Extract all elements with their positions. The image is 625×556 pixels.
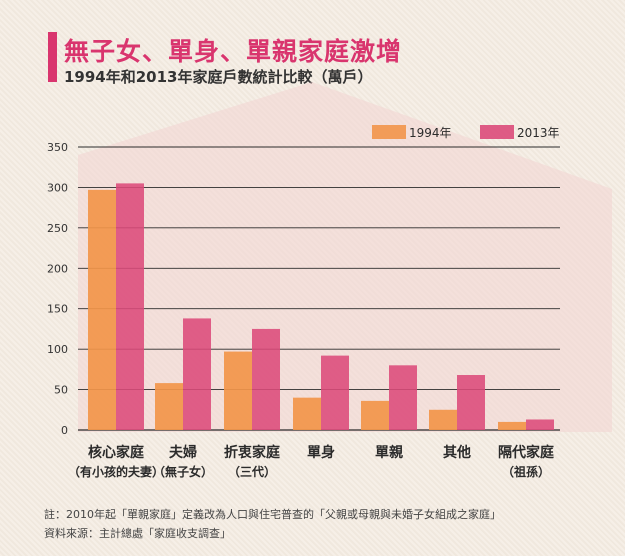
legend-swatch-1994 bbox=[372, 125, 406, 139]
y-tick-label: 0 bbox=[61, 424, 68, 437]
x-category-label: 核心家庭 bbox=[88, 444, 145, 461]
bar-1994-2 bbox=[224, 351, 252, 430]
legend-label-2013: 2013年 bbox=[517, 126, 560, 140]
y-tick-label: 150 bbox=[47, 303, 68, 316]
legend-swatch-2013 bbox=[480, 125, 514, 139]
bar-1994-3 bbox=[293, 397, 321, 430]
title-accent-bar bbox=[48, 32, 57, 82]
y-tick-label: 200 bbox=[47, 262, 68, 275]
data-source: 資料來源：主計總處「家庭收支調查」 bbox=[44, 527, 231, 540]
y-tick-label: 350 bbox=[47, 141, 68, 154]
bar-2013-1 bbox=[183, 318, 211, 430]
bar-1994-5 bbox=[429, 409, 457, 430]
chart-title: 無子女、單身、單親家庭激增 bbox=[64, 37, 403, 66]
x-category-label: 折衷家庭 bbox=[224, 444, 281, 461]
y-tick-label: 50 bbox=[54, 384, 68, 397]
x-category-label: 隔代家庭 bbox=[498, 444, 555, 461]
bar-1994-6 bbox=[498, 421, 526, 430]
bar-1994-4 bbox=[361, 400, 389, 430]
y-tick-label: 300 bbox=[47, 181, 68, 194]
y-tick-label: 100 bbox=[47, 343, 68, 356]
x-category-sublabel: （祖孫） bbox=[502, 464, 550, 479]
x-category-label: 單親 bbox=[375, 444, 403, 461]
x-category-sublabel: （三代） bbox=[228, 464, 276, 479]
bar-2013-3 bbox=[321, 355, 349, 430]
x-category-sublabel: （無子女） bbox=[153, 464, 213, 479]
chart-subtitle: 1994年和2013年家庭戶數統計比較（萬戶） bbox=[64, 68, 373, 86]
bar-2013-0 bbox=[116, 183, 144, 430]
bar-1994-1 bbox=[155, 383, 183, 430]
bar-2013-5 bbox=[457, 375, 485, 430]
bar-2013-6 bbox=[526, 419, 554, 430]
x-category-label: 夫婦 bbox=[169, 444, 197, 461]
y-tick-label: 250 bbox=[47, 222, 68, 235]
x-category-label: 單身 bbox=[307, 444, 335, 461]
bar-1994-0 bbox=[88, 189, 116, 430]
bar-2013-2 bbox=[252, 328, 280, 430]
legend-label-1994: 1994年 bbox=[409, 126, 452, 140]
house-shape-background bbox=[78, 82, 612, 432]
x-category-label: 其他 bbox=[443, 444, 471, 461]
footnote: 註：2010年起「單親家庭」定義改為人口與住宅普查的「父親或母親與未婚子女組成之… bbox=[44, 508, 501, 521]
x-category-sublabel: （有小孩的夫妻） bbox=[68, 464, 164, 479]
bar-2013-4 bbox=[389, 365, 417, 430]
